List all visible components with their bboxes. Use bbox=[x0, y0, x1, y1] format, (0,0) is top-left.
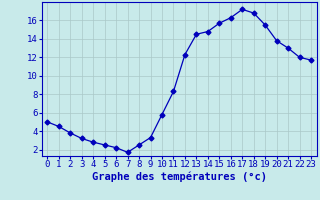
X-axis label: Graphe des températures (°c): Graphe des températures (°c) bbox=[92, 172, 267, 182]
